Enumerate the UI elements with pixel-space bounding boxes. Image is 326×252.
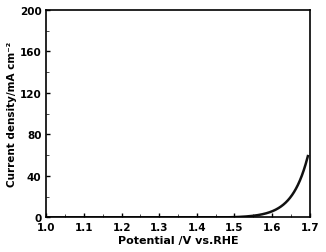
Y-axis label: Current density/mA cm⁻²: Current density/mA cm⁻² bbox=[7, 42, 17, 186]
X-axis label: Potential /V vs.RHE: Potential /V vs.RHE bbox=[118, 235, 238, 245]
